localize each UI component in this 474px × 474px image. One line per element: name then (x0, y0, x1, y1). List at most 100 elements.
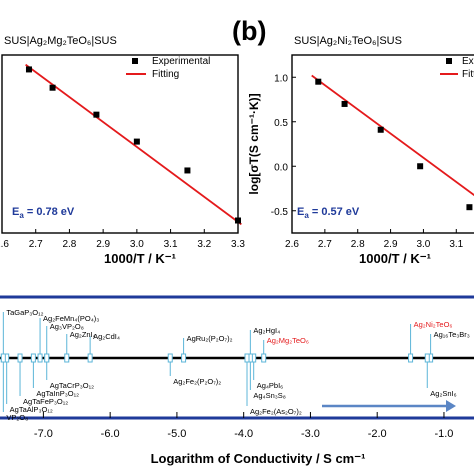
material-marker (30, 353, 36, 363)
panel-a-fit-line (25, 63, 242, 226)
panel-b-data-point (315, 78, 322, 85)
material-marker (167, 353, 173, 363)
ea-symbol: E (12, 206, 19, 218)
panel-a-data-point (184, 167, 191, 174)
material-label: Ag₂Fe₂(As₂O₇)₂ (250, 407, 302, 416)
panel-b-y-tick-label: 0.5 (274, 118, 288, 129)
material-label: Ag₄PbI₆ (257, 381, 284, 390)
panel-a-chart: SUS|Ag₂Mg₂TeO₆|SUS 2.6 2.7 2.8 2.9 3.0 3.1 3.2… (0, 35, 245, 266)
panel-a-legend-fitting: Fitting (152, 69, 179, 80)
increasing-conductivity-arrowhead (446, 400, 456, 412)
panel-a-frame (1, 54, 239, 234)
material-label: Ag₃VP₂O₈ (50, 322, 84, 331)
conductivity-xlabel: Logarithm of Conductivity / S cm⁻¹ (151, 451, 366, 466)
panel-b-ticks: 2.6 2.7 2.8 2.9 3.0 3.1 1.0 0.5 0.0 -0.5 (271, 73, 464, 250)
panel-a-fitting-line (25, 63, 242, 226)
material-label: Ag₂Mg₂TeO₆ (267, 336, 309, 345)
material-label: TaGaP₃O₁₂ (6, 308, 43, 317)
conductivity-x-tick-label: -1.0 (434, 428, 453, 440)
panel-b-x-tick-label: 3.0 (416, 239, 430, 250)
panel-b-y-tick-label: 1.0 (274, 73, 288, 84)
panel-b-frame (291, 54, 474, 234)
panel-b-legend-experimental-marker (446, 58, 452, 64)
material-marker (424, 353, 430, 363)
panel-a-data-point (133, 138, 140, 145)
panel-a-x-tick-label: 3.3 (231, 239, 245, 250)
panel-a-x-tick-label: 3.0 (130, 239, 144, 250)
conductivity-x-tick-label: -7.0 (34, 428, 53, 440)
material-label: Ag₂Ni₂TeO₆ (414, 320, 453, 329)
panel-a-x-tick-label: 3.1 (164, 239, 178, 250)
panel-a-xlabel: 1000/T / K⁻¹ (104, 251, 176, 266)
panel-a-x-tick-label: 2.6 (0, 239, 9, 250)
panel-b-data-point (341, 100, 348, 107)
panel-a-x-ticks: 2.6 2.7 2.8 2.9 3.0 3.1 3.2 3.3 (0, 229, 245, 250)
panel-a-legend-experimental-marker (132, 58, 138, 64)
panel-b-x-tick-label: 2.7 (318, 239, 332, 250)
material-markers (0, 312, 434, 412)
conductivity-x-tick-label: -2.0 (368, 428, 387, 440)
ea-subscript: a (19, 211, 24, 220)
panel-b-xlabel: 1000/T / K⁻¹ (359, 251, 431, 266)
material-marker (17, 353, 23, 363)
panel-b-x-tick-label: 2.9 (384, 239, 398, 250)
panel-b-x-tick-label: 2.6 (285, 239, 299, 250)
conductivity-x-tick-label: -5.0 (167, 428, 186, 440)
panel-a-data-point (25, 66, 32, 73)
material-label: Ag₂Fe₂(P₂O₇)₂ (173, 377, 221, 386)
material-label: VP₂O₈ (6, 413, 28, 422)
panel-b-y-tick-label: 0.0 (274, 162, 288, 173)
material-label: AgRu₂(P₂O₇)₂ (187, 334, 233, 343)
material-marker (408, 353, 414, 363)
panel-b-y-tick-label: -0.5 (271, 207, 289, 218)
panel-a-data-point (49, 84, 56, 91)
panel-b-chart: SUS|Ag₂Ni₂TeO₆|SUS 2.6 2.7 2.8 2.9 3.0 3.1 1.0… (247, 35, 474, 266)
material-label: Ag₁₆Te₃Br₃ (434, 330, 470, 339)
material-marker (37, 353, 43, 363)
panel-a-x-tick-label: 3.2 (197, 239, 211, 250)
panel-a-x-tick-label: 2.8 (62, 239, 76, 250)
material-label: Ag₂SnI₆ (430, 389, 456, 398)
material-marker (64, 353, 70, 363)
ea-value: = 0.57 eV (309, 206, 360, 218)
material-label: Ag₂CdI₄ (93, 332, 120, 341)
panel-b-ylabel: log[σT(S cm⁻¹·K)] (247, 93, 261, 194)
panel-b-legend-experimental: Exp (462, 56, 474, 67)
material-label: Ag₂HgI₄ (253, 326, 280, 335)
material-label: Ag₂ZnI₄ (70, 330, 96, 339)
panel-b-x-tick-label: 3.1 (449, 239, 463, 250)
panel-a-data-point (235, 217, 241, 224)
ea-subscript: a (304, 211, 309, 220)
panel-a-title: SUS|Ag₂Mg₂TeO₆|SUS (4, 35, 117, 47)
ea-value: = 0.78 eV (24, 206, 75, 218)
material-label: AgTaFeP₃O₁₂ (23, 397, 68, 406)
panel-b-legend: Exp Fitt (440, 56, 474, 80)
panel-a-legend-experimental: Experimental (152, 56, 210, 67)
panel-a-legend: Experimental Fitting (126, 56, 210, 80)
material-label: AgTaInP₃O₁₂ (36, 389, 79, 398)
panel-b-data-point (466, 204, 473, 211)
panel-b-data-points (315, 78, 473, 211)
panel-b-title: SUS|Ag₂Ni₂TeO₆|SUS (294, 35, 402, 47)
panel-a-data-points (25, 66, 241, 224)
panel-b-data-point (417, 163, 424, 170)
material-marker (261, 353, 267, 363)
panel-b-legend-fitting: Fitt (462, 69, 474, 80)
ea-symbol: E (297, 206, 304, 218)
panel-a-x-tick-label: 2.7 (29, 239, 43, 250)
conductivity-number-line: TaGaP₃O₁₂Ag₂FeMn₄(PO₄)₃Ag₃VP₂O₈Ag₂ZnI₄Ag… (0, 295, 474, 466)
panel-b-data-point (377, 126, 384, 133)
material-label: Ag₄Sn₃S₈ (253, 391, 286, 400)
conductivity-x-tick-label: -3.0 (301, 428, 320, 440)
conductivity-x-tick-label: -6.0 (101, 428, 120, 440)
panel-a-x-tick-label: 2.9 (96, 239, 110, 250)
panel-b-label: (b) (232, 16, 266, 46)
panel-b-x-tick-label: 2.8 (351, 239, 365, 250)
material-labels: TaGaP₃O₁₂Ag₂FeMn₄(PO₄)₃Ag₃VP₂O₈Ag₂ZnI₄Ag… (6, 308, 470, 422)
material-label: AgTaAlP₃O₁₂ (10, 405, 53, 414)
material-marker (87, 353, 93, 363)
panel-a-data-point (93, 111, 100, 118)
panel-b-activation-energy: Ea = 0.57 eV (297, 206, 360, 220)
material-marker (244, 353, 250, 363)
